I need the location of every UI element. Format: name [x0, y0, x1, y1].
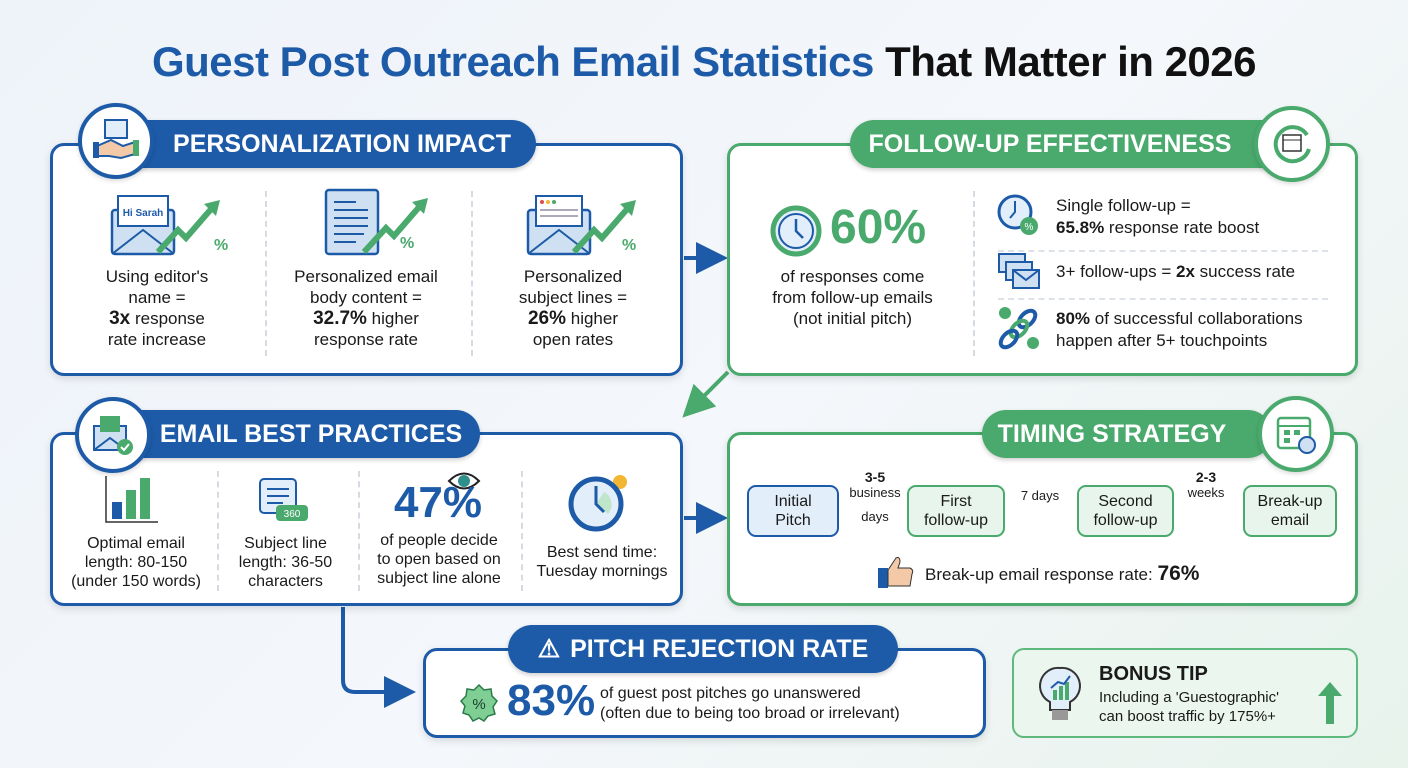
message-icon: 360: [258, 477, 310, 532]
arrow-c-to-rejection: [341, 607, 416, 708]
handshake-email-icon: [78, 103, 154, 179]
divider: [265, 191, 267, 356]
bonus-text: Including a 'Guestographic' can boost tra…: [1099, 689, 1280, 725]
followup-item-touchpoints: 80% of successful collaborations happen a…: [1056, 309, 1303, 350]
followup-main-stat: 60%: [830, 201, 927, 254]
stat-editor-name: Using editor's name = 3x response rate inc…: [105, 267, 209, 349]
eye-icon: [447, 470, 481, 497]
followup-main-text: of responses come from follow-up emails (n…: [772, 267, 933, 328]
followup-heading: FOLLOW-UP EFFECTIVENESS: [850, 120, 1290, 168]
email-check-icon: [75, 397, 151, 473]
clock-progress-icon: [770, 205, 822, 262]
svg-text:%: %: [400, 235, 414, 252]
calendar-cycle-icon: [1254, 106, 1330, 182]
tip-send-time: Best send time: Tuesday mornings: [536, 544, 668, 580]
personalization-heading: PERSONALIZATION IMPACT: [88, 120, 536, 168]
gap-label-2: 7 days: [1020, 488, 1060, 503]
page-title: Guest Post Outreach Email Statistics Tha…: [151, 38, 1257, 85]
up-arrow-icon: [1318, 682, 1342, 729]
rejection-stat: 83%: [507, 676, 596, 725]
step-initial-pitch: Initial Pitch: [747, 485, 839, 537]
rejection-heading: ⚠ PITCH REJECTION RATE: [508, 625, 898, 673]
followup-item-single: Single follow-up = 65.8% response rate bo…: [1056, 196, 1260, 237]
svg-text:%: %: [622, 237, 636, 254]
followup-item-three: 3+ follow-ups = 2x success rate: [1056, 262, 1296, 281]
calendar-clock-icon: [1258, 396, 1334, 472]
thumbs-up-icon: [876, 554, 916, 595]
svg-text:360: 360: [284, 509, 301, 520]
divider: [358, 471, 360, 591]
followup-panel: [727, 143, 1358, 376]
bar-chart-icon: [104, 476, 160, 529]
emails-icon: [997, 252, 1043, 297]
stat-subject-lines: Personalized subject lines = 26% higher op…: [518, 267, 628, 349]
divider: [521, 471, 523, 591]
divider: [217, 471, 219, 591]
divider: [998, 298, 1328, 300]
gap-label-3: 2-3 weeks: [1187, 469, 1225, 501]
bonus-heading: BONUS TIP: [1099, 663, 1208, 685]
alarm-clock-icon: [566, 468, 632, 539]
step-breakup-email: Break-up email: [1243, 485, 1337, 537]
percent-badge-icon: %: [459, 683, 498, 727]
divider: [973, 191, 975, 356]
tip-subject-length: Subject line length: 36-50 characters: [238, 535, 333, 590]
personalization-panel: [50, 143, 683, 376]
envelope-subject-icon: %: [524, 190, 644, 265]
step-first-followup: First follow-up: [907, 485, 1005, 537]
svg-text:%: %: [214, 237, 228, 254]
open-decision-stat: 47%: [393, 478, 483, 527]
document-growth-icon: %: [322, 188, 442, 263]
clock-percent-icon: %: [996, 193, 1040, 242]
svg-text:Hi Sarah: Hi Sarah: [123, 208, 164, 219]
warning-icon: ⚠: [537, 635, 561, 663]
divider: [998, 250, 1328, 252]
gap-label-1: 3-5 business days: [849, 469, 901, 525]
divider: [471, 191, 473, 356]
svg-text:%: %: [1025, 222, 1034, 233]
breakup-note: Break-up email response rate: 76%: [925, 562, 1200, 585]
svg-text:%: %: [472, 696, 485, 713]
chain-link-icon: [997, 305, 1045, 356]
tip-email-length: Optimal email length: 80-150 (under 150 wo…: [71, 535, 201, 590]
envelope-hi-sarah-icon: Hi Sarah%: [108, 190, 228, 265]
step-second-followup: Second follow-up: [1077, 485, 1174, 537]
arrow-b-to-c: [682, 370, 730, 418]
timing-heading: TIMING STRATEGY: [982, 410, 1272, 458]
lightbulb-chart-icon: [1034, 662, 1086, 731]
stat-body-content: Personalized email body content = 32.7% h…: [294, 267, 438, 349]
tip-open-decision: of people decide to open based on subject …: [377, 532, 501, 587]
rejection-text: of guest post pitches go unanswered (ofte…: [600, 685, 900, 722]
